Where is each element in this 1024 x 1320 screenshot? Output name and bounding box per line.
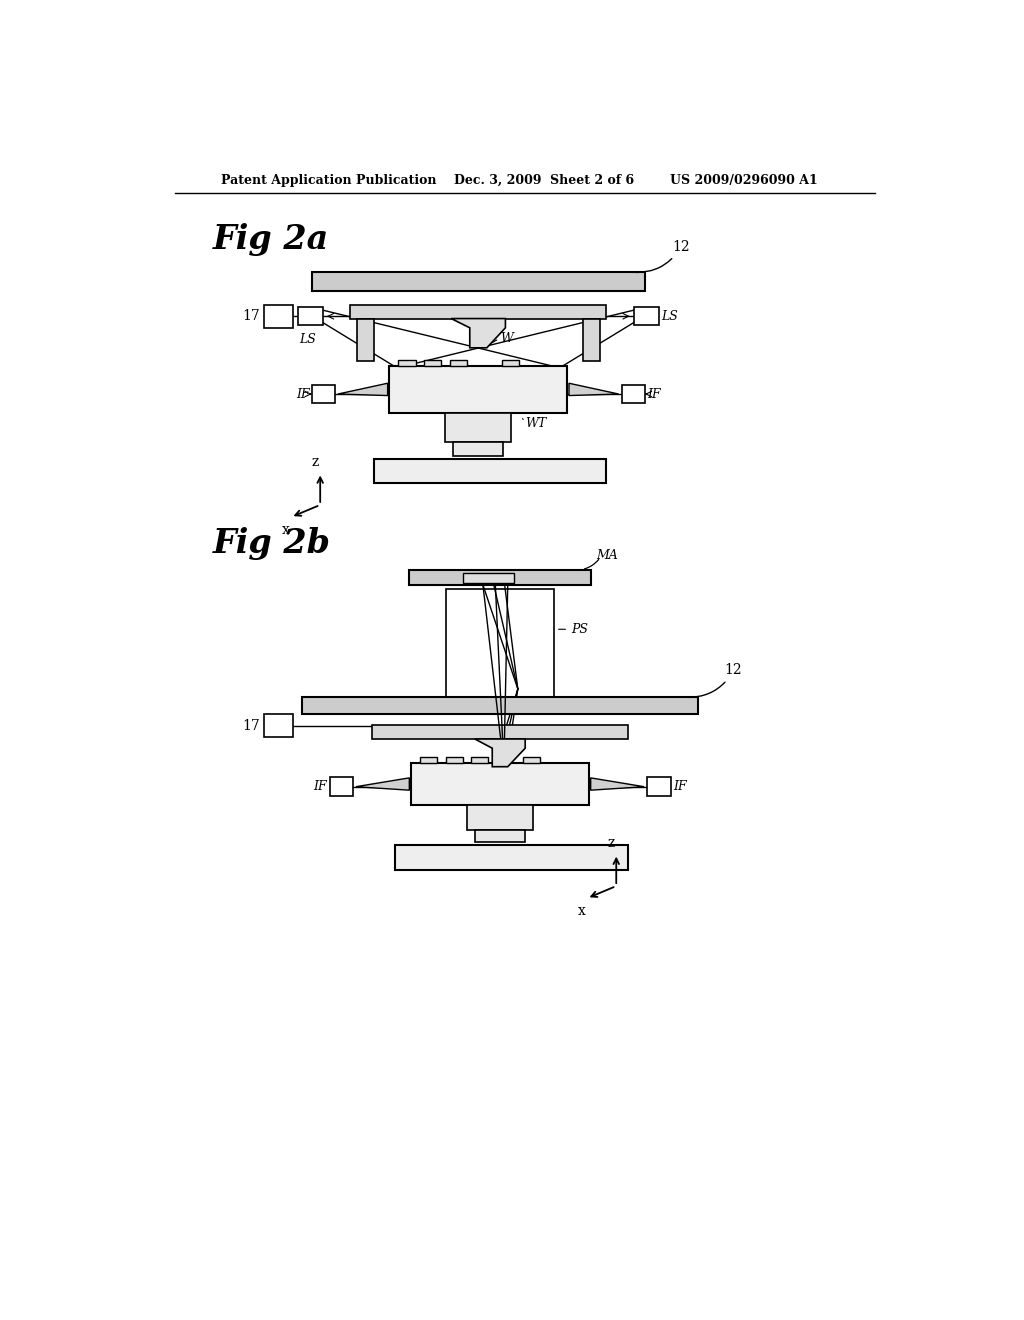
Bar xyxy=(622,385,645,404)
Bar xyxy=(263,714,293,738)
Text: PS: PS xyxy=(571,623,589,636)
Bar xyxy=(647,777,671,796)
Bar xyxy=(302,697,697,714)
Bar xyxy=(389,366,567,412)
Polygon shape xyxy=(356,777,410,791)
Polygon shape xyxy=(338,383,388,396)
Text: x: x xyxy=(578,904,586,917)
Bar xyxy=(374,459,606,483)
Bar xyxy=(424,360,441,367)
Bar xyxy=(445,412,511,442)
Text: z: z xyxy=(608,836,615,850)
Text: 12: 12 xyxy=(689,664,742,697)
Bar xyxy=(330,777,352,796)
Bar xyxy=(453,442,504,455)
Bar xyxy=(356,318,374,360)
Bar xyxy=(445,589,554,705)
Bar xyxy=(471,756,488,763)
Bar xyxy=(420,756,437,763)
Bar xyxy=(411,763,589,805)
Text: IF: IF xyxy=(296,388,309,400)
Bar xyxy=(475,830,525,842)
Bar xyxy=(467,805,532,830)
Bar xyxy=(398,360,416,367)
Bar xyxy=(634,308,658,326)
Bar xyxy=(350,305,606,318)
Bar xyxy=(311,272,645,290)
Bar xyxy=(523,756,541,763)
Text: Sheet 2 of 6: Sheet 2 of 6 xyxy=(550,174,635,187)
Text: 12: 12 xyxy=(636,240,690,272)
Text: LS: LS xyxy=(662,310,678,323)
Bar xyxy=(395,845,628,870)
Text: Dec. 3, 2009: Dec. 3, 2009 xyxy=(454,174,541,187)
Text: MA: MA xyxy=(596,549,617,562)
Bar xyxy=(263,305,293,327)
Text: Fig 2b: Fig 2b xyxy=(213,527,331,560)
Bar xyxy=(445,756,463,763)
Polygon shape xyxy=(591,777,644,791)
Text: W: W xyxy=(478,771,490,784)
Polygon shape xyxy=(569,383,618,396)
Text: 17: 17 xyxy=(243,309,260,323)
Text: 17: 17 xyxy=(243,719,260,733)
Text: LS: LS xyxy=(299,333,316,346)
Text: IF: IF xyxy=(313,780,328,793)
Bar xyxy=(372,725,628,739)
Bar xyxy=(583,318,600,360)
Bar xyxy=(502,360,518,367)
Bar xyxy=(450,360,467,367)
Text: z: z xyxy=(312,454,319,469)
Text: US 2009/0296090 A1: US 2009/0296090 A1 xyxy=(671,174,818,187)
Bar xyxy=(409,570,591,585)
Text: IF: IF xyxy=(647,388,660,400)
Bar xyxy=(311,385,335,404)
Bar xyxy=(298,308,323,326)
Text: IF: IF xyxy=(673,780,686,793)
Polygon shape xyxy=(452,318,506,348)
Polygon shape xyxy=(475,739,525,767)
Text: WT: WT xyxy=(524,417,546,430)
Text: Fig 2a: Fig 2a xyxy=(213,223,330,256)
Text: W: W xyxy=(500,333,513,345)
Text: Patent Application Publication: Patent Application Publication xyxy=(221,174,436,187)
Bar xyxy=(463,573,514,583)
Text: x: x xyxy=(283,523,290,537)
